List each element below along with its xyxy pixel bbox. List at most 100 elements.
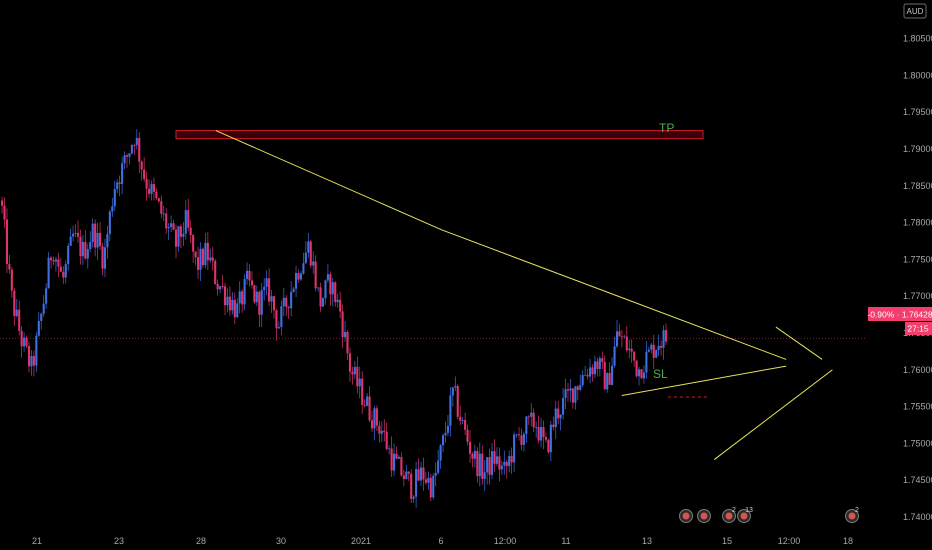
candle-body: [378, 425, 381, 434]
candle-body: [554, 408, 557, 428]
candle-body: [270, 296, 273, 302]
currency-badge[interactable]: AUD: [903, 3, 927, 19]
candle-body: [537, 427, 540, 441]
tp-label: TP: [659, 121, 674, 135]
candle-body: [32, 356, 35, 366]
candle-body: [309, 241, 312, 266]
candle-body: [314, 261, 317, 289]
candle-body: [204, 242, 207, 266]
candle-body: [54, 259, 57, 262]
candle-body: [579, 385, 582, 390]
candle-body: [121, 163, 124, 184]
candle-body: [135, 137, 138, 146]
candle-body: [299, 273, 302, 280]
x-axis[interactable]: 21 23 28 30 2021 6 12:00 11 13 15 12:00 18: [32, 536, 853, 546]
candle-body: [319, 287, 322, 307]
candle-body: [348, 353, 351, 372]
candle-body: [233, 299, 236, 318]
candle-body: [265, 278, 268, 287]
candle-body: [336, 299, 339, 303]
candle-body: [125, 155, 129, 157]
candle-body: [424, 479, 427, 483]
candle-body: [155, 191, 158, 199]
candle-body: [130, 145, 133, 154]
candle-body: [640, 369, 643, 379]
candle-body: [530, 412, 533, 417]
candle-body: [304, 252, 307, 264]
event-count: 2: [855, 507, 859, 514]
y-tick-label: 1.74000: [903, 512, 932, 522]
candle-body: [660, 345, 663, 348]
candle-body: [128, 153, 131, 157]
candle-body: [498, 456, 501, 470]
candle-body: [317, 287, 320, 289]
y-tick-label: 1.79000: [903, 144, 932, 154]
event-count: 13: [745, 507, 753, 514]
candle-body: [187, 210, 190, 228]
candle-body: [248, 270, 251, 281]
candle-body: [157, 198, 160, 202]
candle-body: [476, 450, 479, 477]
candle-body: [635, 360, 638, 377]
candle-body: [344, 331, 347, 338]
candle-body: [172, 223, 175, 230]
x-tick-label: 13: [642, 536, 652, 546]
countdown-label: 27:15: [907, 324, 929, 334]
candle-body: [525, 416, 528, 435]
candle-body: [608, 373, 611, 385]
candle-body: [549, 424, 552, 453]
candle-body: [515, 434, 518, 436]
candle-body: [13, 290, 16, 317]
candle-body: [150, 184, 153, 194]
candle-body: [81, 241, 84, 257]
current-price-tag[interactable]: -0.90% · 1.76428 27:15: [867, 307, 932, 335]
candle-body: [199, 248, 202, 270]
candle-body: [192, 235, 195, 252]
candle-body: [402, 475, 405, 480]
candle-body: [42, 303, 45, 314]
candle-body: [179, 226, 182, 237]
candle-body: [405, 471, 408, 480]
candle-body: [143, 169, 146, 179]
candle-body: [535, 427, 538, 428]
candle-body: [47, 257, 50, 289]
candle-body: [106, 234, 109, 248]
candle-body: [383, 430, 386, 432]
x-tick-label: 2021: [351, 536, 371, 546]
candle-body: [177, 226, 180, 247]
y-tick-label: 1.75500: [903, 402, 932, 412]
candle-body: [638, 369, 641, 377]
candle-body: [351, 371, 354, 375]
candle-body: [417, 469, 420, 481]
event-flag-icon: [848, 512, 856, 520]
candle-body: [18, 309, 21, 331]
candle-body: [74, 232, 77, 234]
candle-body: [464, 420, 467, 430]
candle-body: [99, 232, 102, 247]
candle-body: [307, 241, 310, 253]
candle-body: [189, 227, 192, 236]
candle-body: [67, 245, 70, 265]
candle-body: [432, 475, 435, 498]
candle-body: [527, 416, 530, 418]
y-tick-label: 1.76000: [903, 365, 932, 375]
candle-body: [57, 259, 60, 267]
candle-body: [243, 278, 246, 305]
candle-body: [395, 453, 398, 459]
candle-body: [427, 477, 430, 483]
x-tick-label: 23: [114, 536, 124, 546]
y-tick-label: 1.77500: [903, 254, 932, 264]
candle-body: [145, 178, 148, 189]
candle-body: [211, 257, 214, 261]
candle-body: [123, 155, 126, 164]
event-markers[interactable]: 2 13 2: [679, 507, 860, 523]
candle-body: [566, 389, 570, 391]
x-tick-label: 15: [722, 536, 732, 546]
candle-body: [231, 299, 234, 311]
candle-body: [473, 450, 476, 459]
candle-body: [167, 226, 170, 229]
candle-body: [532, 412, 535, 428]
candle-body: [444, 432, 447, 436]
candle-body: [76, 232, 80, 237]
